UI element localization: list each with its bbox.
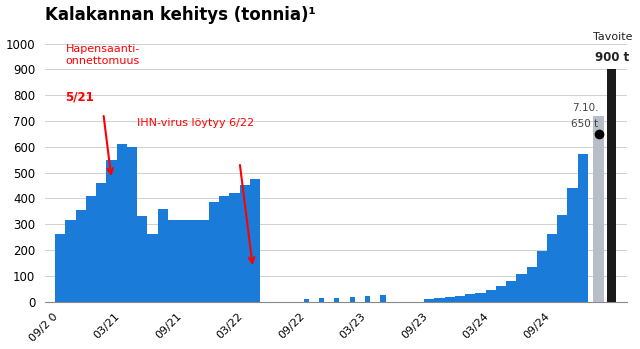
Bar	[188, 220, 198, 302]
Bar	[76, 210, 86, 302]
Bar	[578, 155, 588, 302]
Bar	[568, 188, 578, 302]
Bar	[106, 159, 116, 302]
Bar	[127, 147, 137, 302]
Bar	[557, 215, 568, 302]
Bar	[445, 297, 455, 302]
Bar	[198, 220, 209, 302]
Text: Hapensaanti-
onnettomuus: Hapensaanti- onnettomuus	[65, 44, 140, 66]
Bar	[116, 144, 127, 302]
Bar	[157, 209, 168, 302]
Bar	[516, 274, 527, 302]
Bar	[219, 196, 229, 302]
Bar	[303, 299, 308, 302]
Bar	[96, 183, 106, 302]
Bar	[537, 251, 547, 302]
Bar	[424, 299, 435, 302]
Bar	[465, 294, 476, 302]
Bar	[381, 295, 386, 302]
Bar	[147, 235, 157, 302]
Bar	[319, 298, 324, 302]
Bar	[86, 196, 96, 302]
Bar	[476, 292, 486, 302]
Bar	[334, 298, 339, 302]
Bar	[137, 216, 147, 302]
Bar	[209, 202, 219, 302]
Bar	[435, 298, 445, 302]
Bar	[365, 296, 370, 302]
Text: Kalakannan kehitys (tonnia)¹: Kalakannan kehitys (tonnia)¹	[45, 6, 316, 23]
Bar	[527, 267, 537, 302]
Bar	[496, 286, 506, 302]
Bar	[486, 290, 496, 302]
Bar	[178, 220, 188, 302]
Bar	[593, 116, 604, 302]
Bar	[229, 193, 239, 302]
Text: IHN-virus löytyy 6/22: IHN-virus löytyy 6/22	[137, 118, 254, 128]
Text: 5/21: 5/21	[65, 90, 94, 103]
Bar	[455, 296, 465, 302]
Bar	[65, 220, 76, 302]
Text: 650 t: 650 t	[572, 119, 598, 129]
Bar	[349, 297, 355, 302]
Bar	[506, 281, 516, 302]
Bar	[607, 69, 616, 302]
Text: 900 t: 900 t	[595, 51, 630, 64]
Bar	[239, 185, 250, 302]
Bar	[547, 235, 557, 302]
Text: Tavoite: Tavoite	[593, 32, 632, 42]
Bar	[250, 179, 260, 302]
Bar	[168, 220, 178, 302]
Bar	[55, 235, 65, 302]
Text: 7.10.: 7.10.	[572, 103, 598, 113]
